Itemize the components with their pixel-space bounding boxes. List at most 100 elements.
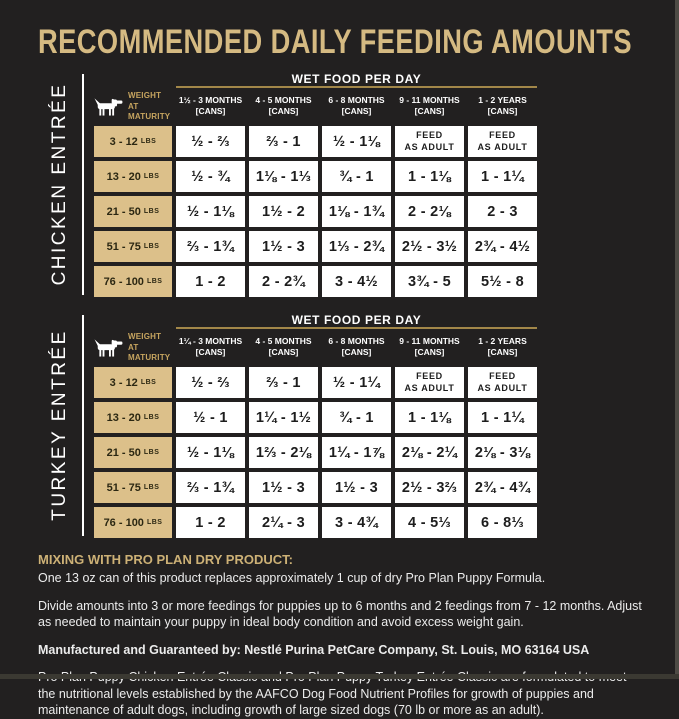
feeding-amount-cell: 2⅛ - 3⅛ bbox=[468, 437, 537, 468]
chicken-entree-section: CHICKEN ENTRÉE WET FOOD PER DAY bbox=[38, 70, 679, 297]
weight-range: 76 - 100 bbox=[103, 516, 144, 529]
weight-at-maturity-header: WEIGHT AT MATURITY bbox=[94, 332, 172, 363]
column-age-range: 9 - 11 MONTHS bbox=[399, 336, 460, 346]
feeding-amount-cell: 1½ - 3 bbox=[322, 472, 391, 503]
column-age-range: 1 - 2 YEARS bbox=[478, 95, 527, 105]
column-age-range: 1¼ - 3 MONTHS bbox=[178, 336, 243, 346]
manufactured-line: Manufactured and Guaranteed by: Nestlé P… bbox=[38, 642, 590, 657]
weight-header-text: WEIGHT AT MATURITY bbox=[128, 91, 172, 122]
feeding-amount-cell: 1½ - 3 bbox=[249, 472, 318, 503]
feeding-amount-cell: 1⅛ - 1⅓ bbox=[249, 161, 318, 192]
weight-range-cell: 13 - 20 LBS bbox=[94, 402, 172, 433]
feeding-amount-cell: ⅔ - 1¾ bbox=[176, 472, 245, 503]
column-header: 4 - 5 MONTHS [CANS] bbox=[249, 333, 318, 363]
feed-as-adult-cell: FEED AS ADULT bbox=[395, 367, 464, 398]
weight-unit: LBS bbox=[140, 138, 157, 145]
column-unit: [CANS] bbox=[414, 106, 445, 117]
feeding-amount-cell: ½ - ¾ bbox=[176, 161, 245, 192]
column-header: 1 - 2 YEARS [CANS] bbox=[468, 92, 537, 122]
column-header: 1 - 2 YEARS [CANS] bbox=[468, 333, 537, 363]
feeding-amount-cell: 1⅛ - 1¾ bbox=[322, 196, 391, 227]
feeding-amount-cell: 1 - 2 bbox=[176, 266, 245, 297]
column-age-range: 9 - 11 MONTHS bbox=[399, 95, 460, 105]
column-age-range: 1½ - 3 MONTHS bbox=[178, 95, 243, 105]
dog-silhouette-icon bbox=[94, 97, 123, 116]
weight-unit: LBS bbox=[146, 278, 163, 285]
weight-header-line2: MATURITY bbox=[128, 353, 171, 363]
feeding-amount-cell: 1⅔ - 2⅛ bbox=[249, 437, 318, 468]
side-label-text: TURKEY ENTRÉE bbox=[49, 328, 70, 521]
feeding-amount-cell: ½ - 1⅛ bbox=[176, 196, 245, 227]
column-header: 6 - 8 MONTHS [CANS] bbox=[322, 92, 391, 122]
column-age-range: 1 - 2 YEARS bbox=[478, 336, 527, 346]
feeding-amount-cell: ½ - ⅔ bbox=[176, 367, 245, 398]
feeding-amount-cell: ¾ - 1 bbox=[322, 161, 391, 192]
column-unit: [CANS] bbox=[341, 347, 372, 358]
column-header: 9 - 11 MONTHS [CANS] bbox=[395, 92, 464, 122]
vertical-divider bbox=[82, 315, 84, 536]
column-unit: [CANS] bbox=[487, 347, 518, 358]
feeding-amount-cell: ⅔ - 1 bbox=[249, 126, 318, 157]
weight-header-line1: WEIGHT AT bbox=[128, 332, 162, 352]
mixing-heading: MIXING WITH PRO PLAN DRY PRODUCT: bbox=[38, 552, 293, 567]
feeding-amount-cell: 1¼ - 1½ bbox=[249, 402, 318, 433]
weight-range: 13 - 20 bbox=[106, 170, 141, 183]
weight-header-line2: MATURITY bbox=[128, 112, 171, 122]
side-label-chicken: CHICKEN ENTRÉE bbox=[38, 70, 82, 297]
feeding-amount-cell: 6 - 8⅓ bbox=[468, 507, 537, 538]
feeding-amount-cell: ⅔ - 1 bbox=[249, 367, 318, 398]
mixing-body: One 13 oz can of this product replaces a… bbox=[38, 571, 546, 585]
feeding-amount-cell: 1 - 1¼ bbox=[468, 402, 537, 433]
column-unit: [CANS] bbox=[195, 106, 226, 117]
chicken-feeding-grid: WET FOOD PER DAY bbox=[94, 70, 537, 297]
feed-as-adult-cell: FEED AS ADULT bbox=[395, 126, 464, 157]
column-unit: [CANS] bbox=[268, 347, 299, 358]
weight-unit: LBS bbox=[143, 449, 160, 456]
column-header: 9 - 11 MONTHS [CANS] bbox=[395, 333, 464, 363]
wet-food-per-day-banner: WET FOOD PER DAY bbox=[176, 311, 537, 329]
feeding-amount-cell: ⅔ - 1¾ bbox=[176, 231, 245, 262]
feeding-amount-cell: 1 - 2 bbox=[176, 507, 245, 538]
feeding-amount-cell: 3 - 4½ bbox=[322, 266, 391, 297]
column-unit: [CANS] bbox=[268, 106, 299, 117]
column-header: 4 - 5 MONTHS [CANS] bbox=[249, 92, 318, 122]
weight-header-text: WEIGHT AT MATURITY bbox=[128, 332, 172, 363]
feeding-amount-cell: 3 - 4¾ bbox=[322, 507, 391, 538]
feeding-amount-cell: ½ - ⅔ bbox=[176, 126, 245, 157]
feeding-amount-cell: ½ - 1⅛ bbox=[176, 437, 245, 468]
column-age-range: 4 - 5 MONTHS bbox=[255, 336, 312, 346]
weight-range-cell: 13 - 20 LBS bbox=[94, 161, 172, 192]
weight-unit: LBS bbox=[143, 173, 160, 180]
feeding-amount-cell: 1 - 1¼ bbox=[468, 161, 537, 192]
feeding-amount-cell: 2½ - 3½ bbox=[395, 231, 464, 262]
feeding-amount-cell: 2 - 2¾ bbox=[249, 266, 318, 297]
weight-range: 21 - 50 bbox=[106, 205, 141, 218]
weight-at-maturity-header: WEIGHT AT MATURITY bbox=[94, 91, 172, 122]
column-header: 1½ - 3 MONTHS [CANS] bbox=[176, 92, 245, 122]
feeding-amount-cell: 4 - 5⅓ bbox=[395, 507, 464, 538]
weight-range: 76 - 100 bbox=[103, 275, 144, 288]
wet-food-per-day-banner: WET FOOD PER DAY bbox=[176, 70, 537, 88]
column-unit: [CANS] bbox=[487, 106, 518, 117]
feeding-amount-cell: 2½ - 3⅔ bbox=[395, 472, 464, 503]
feeding-amount-cell: ½ - 1¼ bbox=[322, 367, 391, 398]
footer-notes: MIXING WITH PRO PLAN DRY PRODUCT: One 13… bbox=[38, 552, 642, 719]
column-age-range: 6 - 8 MONTHS bbox=[328, 95, 385, 105]
feeding-amount-cell: 1 - 1⅛ bbox=[395, 402, 464, 433]
weight-unit: LBS bbox=[143, 208, 160, 215]
feeding-amount-cell: 1 - 1⅛ bbox=[395, 161, 464, 192]
weight-range-cell: 3 - 12 LBS bbox=[94, 126, 172, 157]
weight-unit: LBS bbox=[143, 243, 160, 250]
weight-range: 3 - 12 bbox=[109, 135, 138, 148]
feed-as-adult-cell: FEED AS ADULT bbox=[468, 126, 537, 157]
feeding-amount-cell: ½ - 1⅛ bbox=[322, 126, 391, 157]
weight-unit: LBS bbox=[143, 484, 160, 491]
feed-as-adult-cell: FEED AS ADULT bbox=[468, 367, 537, 398]
divide-note: Divide amounts into 3 or more feedings f… bbox=[38, 598, 642, 630]
feeding-amount-cell: 2 - 3 bbox=[468, 196, 537, 227]
turkey-entree-section: TURKEY ENTRÉE WET FOOD PER DAY bbox=[38, 311, 679, 538]
weight-range-cell: 51 - 75 LBS bbox=[94, 472, 172, 503]
feeding-amount-cell: ½ - 1 bbox=[176, 402, 245, 433]
feeding-amount-cell: ¾ - 1 bbox=[322, 402, 391, 433]
column-age-range: 6 - 8 MONTHS bbox=[328, 336, 385, 346]
